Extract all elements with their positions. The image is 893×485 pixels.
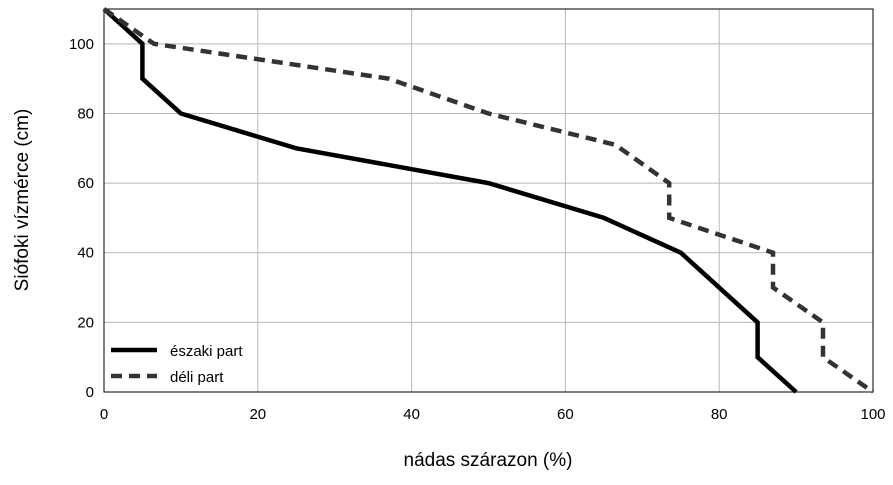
y-tick-label: 60: [77, 175, 94, 192]
y-tick-label: 20: [77, 314, 94, 331]
x-tick-label: 80: [711, 406, 728, 423]
x-axis-title: nádas szárazon (%): [404, 450, 573, 471]
series-line-1: [102, 7, 798, 394]
x-tick-label: 100: [860, 406, 885, 423]
x-tick-label: 40: [403, 406, 420, 423]
x-tick-label: 60: [557, 406, 574, 423]
legend-label-series-2: déli part: [170, 369, 224, 386]
axis-ticks: 0 20 40 60 80 100 0 20 40 60 80 100: [69, 36, 886, 423]
series-layer: [102, 7, 875, 394]
x-tick-label: 20: [249, 406, 266, 423]
y-tick-label: 100: [69, 36, 94, 53]
y-tick-label: 40: [77, 245, 94, 262]
y-axis-title: Siófoki vízmérce (cm): [12, 109, 33, 292]
series-line-2: [102, 7, 875, 394]
x-tick-label: 0: [100, 406, 108, 423]
plot-area-frame: [103, 8, 874, 393]
y-tick-label: 80: [77, 105, 94, 122]
y-tick-label: 0: [86, 384, 94, 401]
legend: északi part déli part: [111, 343, 243, 386]
legend-label-series-1: északi part: [170, 343, 243, 360]
